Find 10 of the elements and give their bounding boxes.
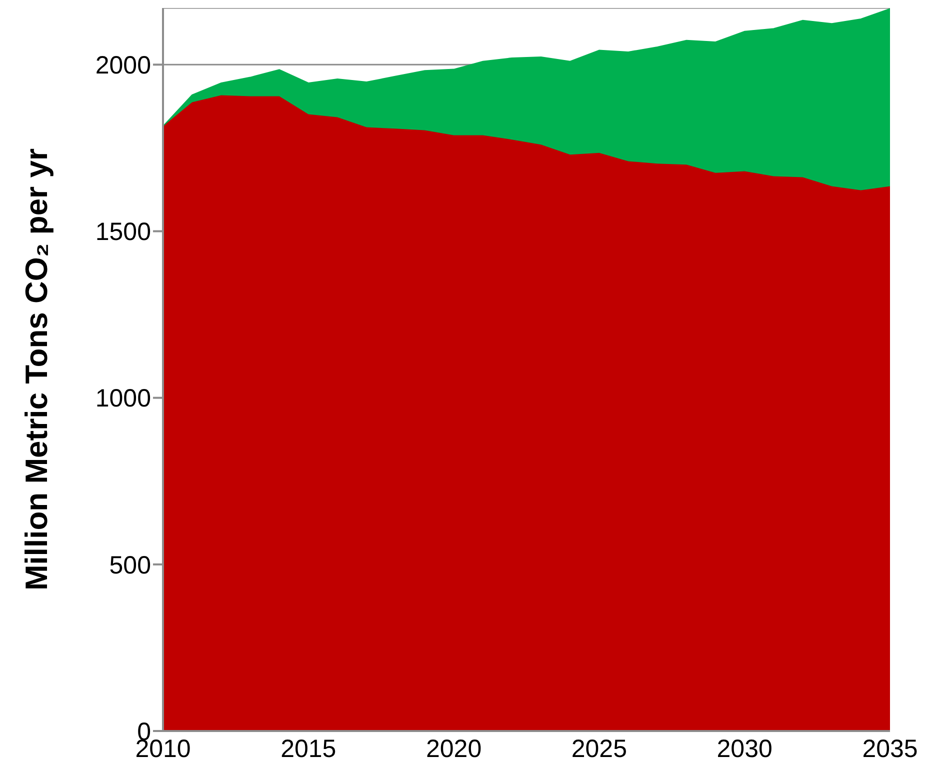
y-axis-title: Million Metric Tons CO₂ per yr bbox=[18, 148, 54, 591]
y-tick-label: 1000 bbox=[95, 384, 151, 413]
x-tick-label: 2015 bbox=[280, 734, 336, 763]
x-tick-label: 2030 bbox=[716, 734, 772, 763]
y-tick-label: 1500 bbox=[95, 218, 151, 246]
x-tick-label: 2025 bbox=[571, 734, 628, 763]
x-tick-label: 2020 bbox=[426, 734, 482, 763]
y-tick-label: 500 bbox=[109, 551, 151, 580]
y-tick-label: 2000 bbox=[95, 52, 151, 80]
x-tick-label: 2035 bbox=[862, 734, 918, 763]
